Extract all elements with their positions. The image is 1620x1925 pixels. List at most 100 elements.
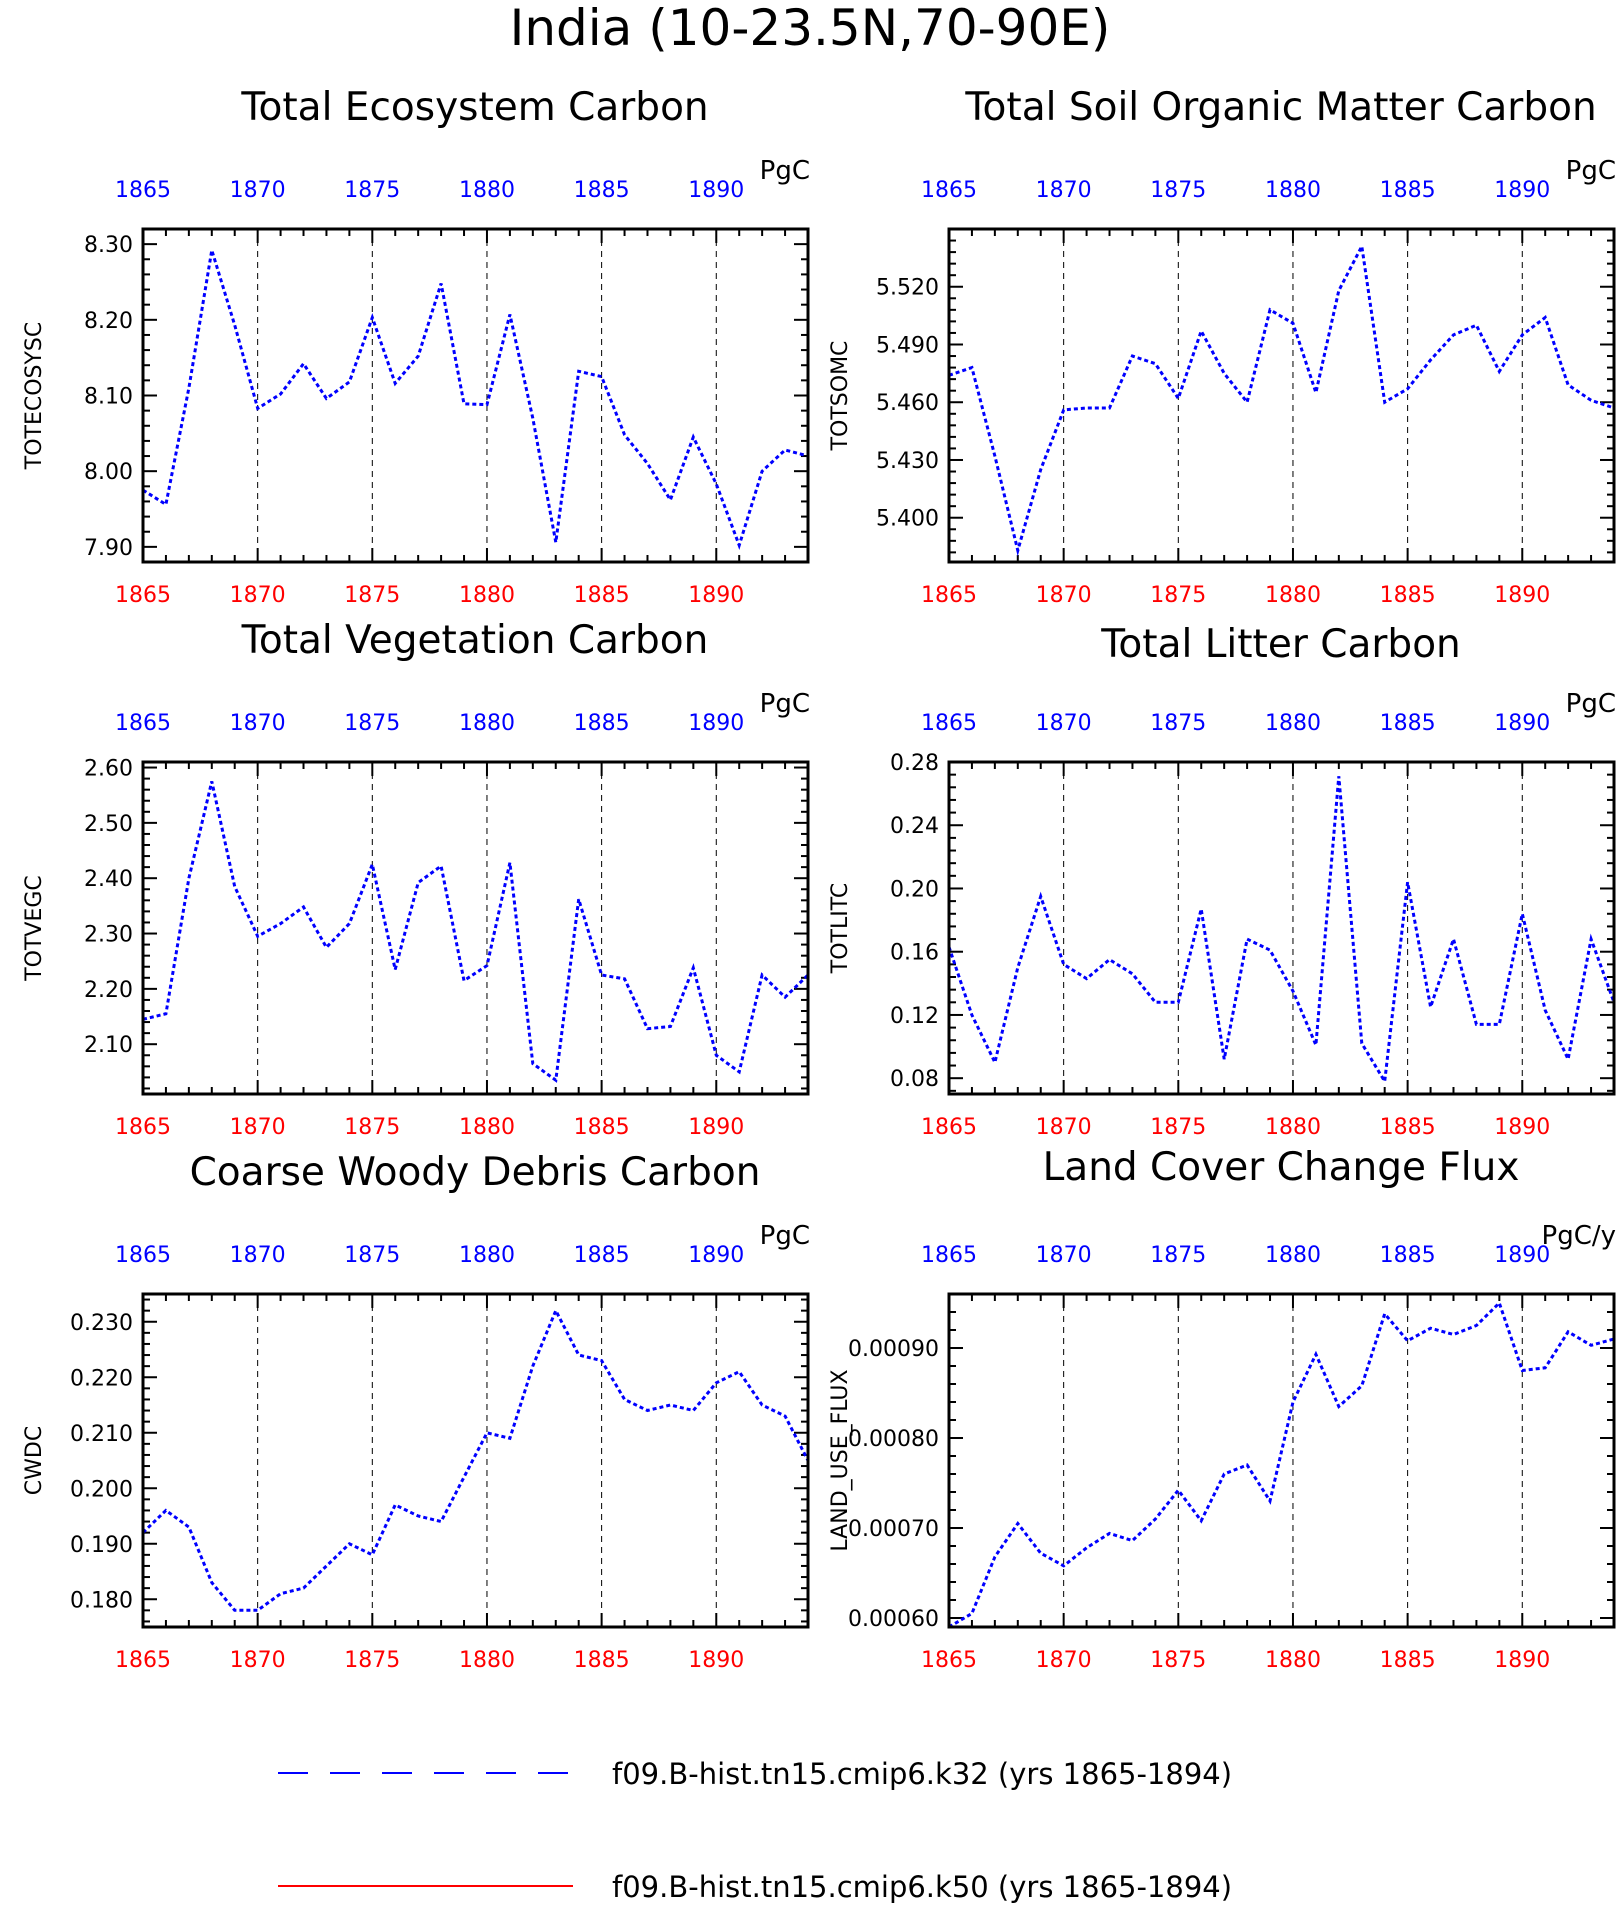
- x-tick-label-top: 1865: [115, 1243, 171, 1268]
- data-point: [508, 313, 511, 316]
- data-point: [463, 1476, 466, 1479]
- y-tick-label: 2.60: [84, 757, 133, 782]
- data-point: [1475, 1324, 1478, 1327]
- data-point: [233, 885, 236, 888]
- data-point: [993, 455, 996, 458]
- data-point: [1590, 1344, 1593, 1347]
- data-point: [486, 1431, 489, 1434]
- data-point: [1200, 1519, 1203, 1522]
- data-point: [715, 1054, 718, 1057]
- y-tick-label: 5.460: [876, 391, 939, 416]
- x-tick-label-bottom: 1870: [230, 583, 286, 608]
- data-point: [233, 324, 236, 327]
- data-point: [1039, 895, 1042, 898]
- data-point: [1108, 958, 1111, 961]
- data-point: [187, 1526, 190, 1529]
- data-point: [394, 382, 397, 385]
- data-point: [1177, 1001, 1180, 1004]
- data-point: [1131, 972, 1134, 975]
- chart-panel-3: Total Vegetation Carbon PgC 2.10 2.20 2.30 2.…: [22, 618, 810, 1140]
- data-point: [417, 1515, 420, 1518]
- y-tick-label: 0.12: [890, 1004, 939, 1029]
- data-point: [554, 1309, 557, 1312]
- data-point: [486, 403, 489, 406]
- x-tick-label-top: 1880: [459, 1243, 515, 1268]
- chart-panel-4: Total Litter Carbon PgC 0.08 0.12 0.16 0.20 0.…: [828, 622, 1616, 1140]
- data-point: [1314, 1353, 1317, 1356]
- data-point: [993, 1061, 996, 1064]
- panel-title: Coarse Woody Debris Carbon: [190, 1150, 761, 1195]
- x-tick-label-bottom: 1880: [1265, 1648, 1321, 1673]
- panel-title: Total Ecosystem Carbon: [240, 85, 708, 130]
- data-point: [1521, 912, 1524, 915]
- data-point: [1498, 1023, 1501, 1026]
- data-point: [970, 1612, 973, 1615]
- x-tick-label-bottom: 1875: [1150, 1648, 1206, 1673]
- data-point: [1085, 1546, 1088, 1549]
- data-point: [164, 1509, 167, 1512]
- x-tick-label-top: 1890: [688, 1243, 744, 1268]
- data-point: [623, 977, 626, 980]
- data-point: [623, 1398, 626, 1401]
- y-axis-label: LAND_USE_FLUX: [828, 1369, 853, 1551]
- data-point: [1223, 1473, 1226, 1476]
- chart-panel-2: Total Soil Organic Matter Carbon PgC 5.400…: [828, 85, 1616, 608]
- legend-label: f09.B-hist.tn15.cmip6.k50 (yrs 1865-1894…: [612, 1870, 1232, 1904]
- x-tick-label-top: 1890: [1494, 711, 1550, 736]
- unit-label: PgC: [760, 156, 810, 186]
- data-point: [1062, 408, 1065, 411]
- data-point: [1567, 383, 1570, 386]
- panels-container: Total Ecosystem Carbon PgC 7.90 8.00 8.10 8.2…: [22, 85, 1616, 1673]
- data-point: [1337, 775, 1340, 778]
- data-point: [463, 979, 466, 982]
- x-tick-label-bottom: 1890: [688, 1648, 744, 1673]
- data-point: [1131, 355, 1134, 358]
- data-point: [715, 483, 718, 486]
- x-tick-label-top: 1870: [230, 1243, 286, 1268]
- data-point: [531, 1062, 534, 1065]
- x-tick-label-bottom: 1870: [1036, 1648, 1092, 1673]
- data-point: [1567, 1058, 1570, 1061]
- x-tick-label-top: 1885: [1380, 178, 1436, 203]
- y-tick-label: 0.00080: [848, 1427, 939, 1452]
- data-point: [508, 1437, 511, 1440]
- data-point: [302, 906, 305, 909]
- data-point: [1498, 370, 1501, 373]
- plot-frame: [141, 227, 810, 564]
- data-point: [600, 1359, 603, 1362]
- data-point: [1154, 1001, 1157, 1004]
- data-point: [256, 935, 259, 938]
- y-tick-label: 2.20: [84, 978, 133, 1003]
- x-tick-label-top: 1875: [344, 711, 400, 736]
- data-point: [1406, 1339, 1409, 1342]
- data-point: [784, 449, 787, 452]
- data-point: [1498, 1302, 1501, 1305]
- data-point: [784, 1415, 787, 1418]
- data-point: [1131, 1539, 1134, 1542]
- x-tick-label-top: 1865: [921, 178, 977, 203]
- data-point: [1383, 1080, 1386, 1083]
- data-point: [1314, 1044, 1317, 1047]
- y-axis-label: TOTVEGC: [22, 875, 47, 982]
- data-point: [738, 1070, 741, 1073]
- data-point: [1475, 1023, 1478, 1026]
- data-point: [1200, 908, 1203, 911]
- panel-title: Land Cover Change Flux: [1043, 1145, 1520, 1190]
- x-tick-label-bottom: 1875: [344, 1648, 400, 1673]
- data-point: [1062, 1564, 1065, 1567]
- data-point: [325, 1565, 328, 1568]
- x-tick-label-bottom: 1885: [1380, 1648, 1436, 1673]
- data-point: [623, 433, 626, 436]
- x-tick-label-bottom: 1865: [115, 1648, 171, 1673]
- figure-title: India (10-23.5N,70-90E): [510, 0, 1111, 57]
- x-tick-label-bottom: 1880: [459, 1648, 515, 1673]
- data-point: [508, 861, 511, 864]
- data-point: [1406, 881, 1409, 884]
- data-point: [371, 316, 374, 319]
- x-tick-label-top: 1865: [921, 1243, 977, 1268]
- data-point: [1039, 1552, 1042, 1555]
- y-axis-label: TOTLITC: [828, 883, 853, 974]
- data-point: [577, 1354, 580, 1357]
- series-line: [142, 781, 810, 1083]
- data-point: [738, 544, 741, 547]
